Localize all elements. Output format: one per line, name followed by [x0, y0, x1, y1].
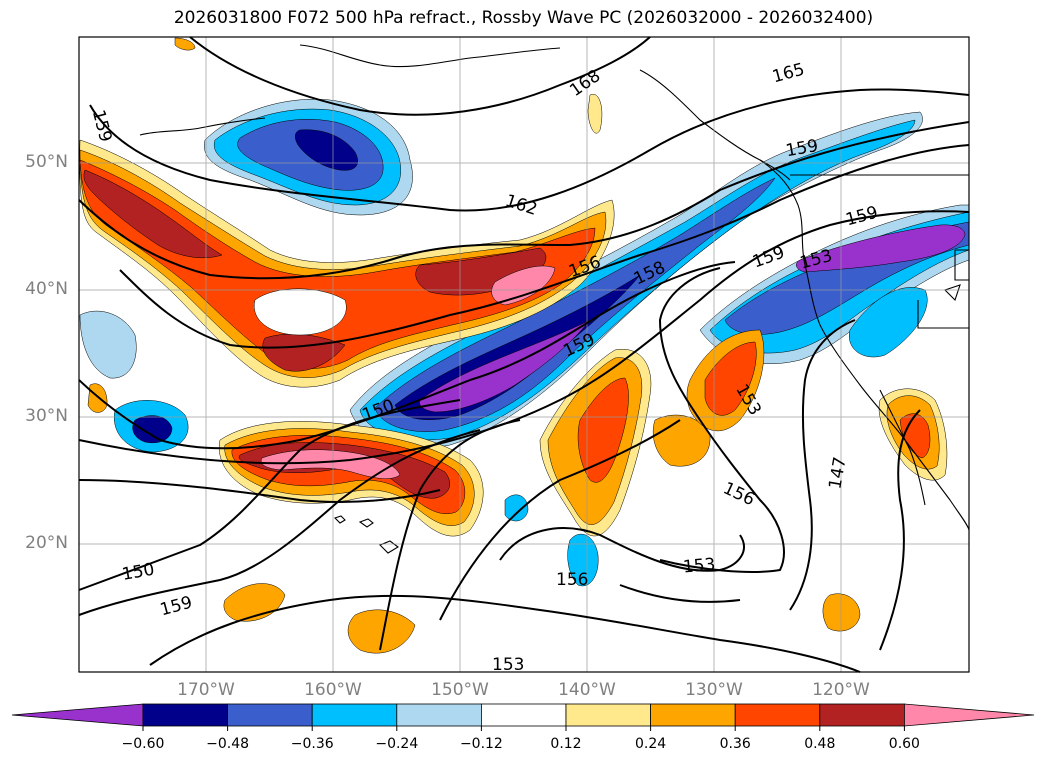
lon-label-140w: 140°W [558, 680, 616, 700]
lon-label-170w: 170°W [177, 680, 235, 700]
lon-label-130w: 130°W [685, 680, 743, 700]
colorbar-tick-label: −0.60 [121, 736, 165, 752]
colorbar-segment [734, 703, 821, 727]
colorbar-tick-label: −0.12 [459, 736, 503, 752]
colorbar-segment [311, 703, 398, 727]
colorbar-segment [819, 703, 905, 727]
map-plot: 159 168 165 159 162 156 158 159 153 159 … [78, 36, 970, 675]
colorbar-segment [227, 703, 313, 727]
colorbar-tick-label: −0.36 [290, 736, 334, 752]
colorbar-tick-label: 0.12 [550, 736, 582, 752]
lat-label-20n: 20°N [25, 533, 68, 553]
lat-label-40n: 40°N [25, 279, 68, 299]
coastlines [139, 44, 970, 554]
colorbar-tick-label: 0.60 [888, 736, 920, 752]
colorbar-tick-label: −0.48 [206, 736, 250, 752]
colorbar-extend-min [11, 703, 144, 727]
negative-anomaly-fills [79, 99, 970, 587]
lon-label-120w: 120°W [812, 680, 870, 700]
positive-anomaly-fills [79, 37, 948, 654]
lat-label-50n: 50°N [25, 152, 68, 172]
lon-label-150w: 150°W [431, 680, 489, 700]
contour-label: 153 [492, 655, 524, 675]
colorbar-tick-label: −0.24 [375, 736, 419, 752]
lat-label-30n: 30°N [25, 406, 68, 426]
contour-label: 156 [556, 570, 588, 590]
height-contours [78, 36, 970, 673]
colorbar [11, 703, 1035, 731]
lon-label-160w: 160°W [304, 680, 362, 700]
colorbar-segment [396, 703, 482, 727]
map-frame [78, 36, 970, 673]
colorbar-tick-label: 0.36 [719, 736, 751, 752]
map-title: 2026031800 F072 500 hPa refract., Rossby… [173, 8, 874, 28]
colorbar-extend-max [904, 703, 1035, 727]
contour-label: 153 [682, 555, 716, 578]
colorbar-segment [480, 703, 567, 727]
colorbar-segment [650, 703, 736, 727]
colorbar-tick-label: 0.24 [635, 736, 667, 752]
colorbar-segment [565, 703, 651, 727]
colorbar-segment [142, 703, 228, 727]
gridlines [79, 37, 969, 672]
colorbar-tick-label: 0.48 [804, 736, 836, 752]
